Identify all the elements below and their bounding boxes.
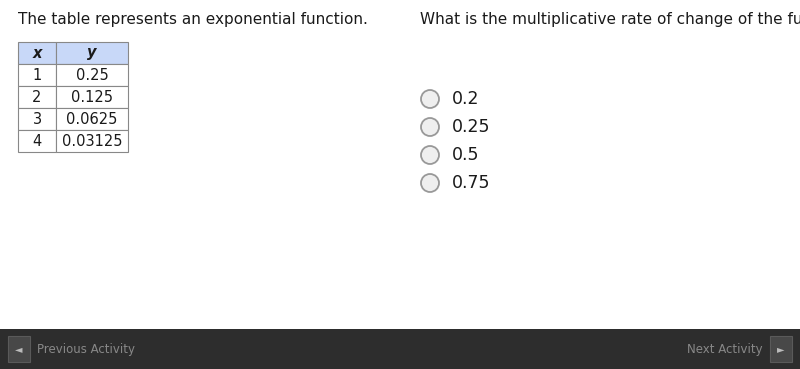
Text: 0.25: 0.25 <box>76 68 108 83</box>
Text: Next Activity: Next Activity <box>687 342 763 355</box>
Bar <box>18 130 56 152</box>
Text: 0.75: 0.75 <box>452 174 490 192</box>
Bar <box>0 329 800 369</box>
Text: 0.125: 0.125 <box>71 90 113 104</box>
Text: 0.0625: 0.0625 <box>66 111 118 127</box>
Text: 0.25: 0.25 <box>452 118 490 136</box>
Text: 1: 1 <box>32 68 42 83</box>
Text: y: y <box>87 45 97 61</box>
Text: 2: 2 <box>32 90 42 104</box>
Text: 0.5: 0.5 <box>452 146 479 164</box>
Bar <box>18 64 56 86</box>
Text: What is the multiplicative rate of change of the function?: What is the multiplicative rate of chang… <box>420 12 800 27</box>
Bar <box>8 336 30 362</box>
Bar <box>18 86 56 108</box>
Text: ►: ► <box>778 344 785 354</box>
Circle shape <box>421 174 439 192</box>
Circle shape <box>421 118 439 136</box>
Bar <box>56 108 128 130</box>
Circle shape <box>421 90 439 108</box>
Text: x: x <box>32 45 42 61</box>
Bar <box>18 108 56 130</box>
Bar <box>56 86 128 108</box>
Text: 0.2: 0.2 <box>452 90 479 108</box>
Text: 3: 3 <box>33 111 42 127</box>
Text: The table represents an exponential function.: The table represents an exponential func… <box>18 12 368 27</box>
Bar <box>56 130 128 152</box>
Circle shape <box>421 146 439 164</box>
Bar <box>56 42 128 64</box>
Text: 4: 4 <box>32 134 42 148</box>
Text: Previous Activity: Previous Activity <box>37 342 135 355</box>
Text: 0.03125: 0.03125 <box>62 134 122 148</box>
Text: ◄: ◄ <box>15 344 22 354</box>
Bar <box>56 64 128 86</box>
Bar <box>18 42 56 64</box>
Bar <box>770 336 792 362</box>
